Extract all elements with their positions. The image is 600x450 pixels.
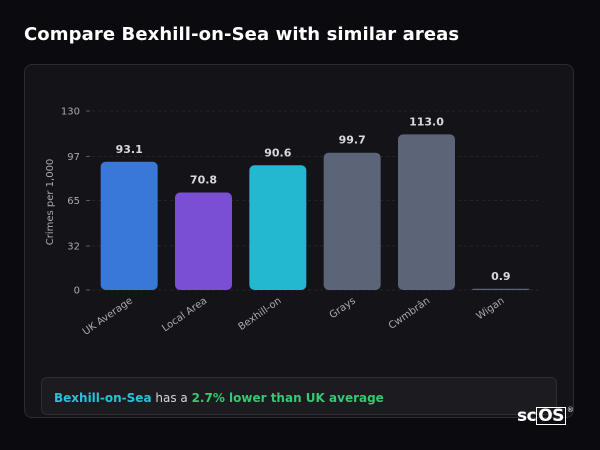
x-tick-label: UK Average [81, 295, 135, 337]
note-difference: 2.7% lower than UK average [191, 391, 384, 405]
y-tick-labels: 0 32 65 97 130 [61, 107, 90, 297]
value-label: 93.1 [116, 143, 143, 156]
bars [100, 134, 530, 290]
value-label: 70.8 [190, 174, 217, 187]
bar-grays[interactable] [323, 152, 381, 290]
brand-logo: sc OS ® [517, 406, 574, 426]
value-labels: 93.1 70.8 90.6 99.7 113.0 0.9 [116, 115, 511, 282]
grid-lines [92, 110, 538, 291]
bar-uk-average[interactable] [100, 161, 158, 290]
value-label: 113.0 [409, 115, 444, 128]
page-title: Compare Bexhill-on-Sea with similar area… [24, 24, 460, 45]
y-tick-label: 65 [67, 196, 80, 207]
note-middle: has a [151, 391, 192, 405]
y-axis-label: Crimes per 1,000 [45, 159, 56, 246]
y-tick-label: 130 [61, 107, 80, 118]
x-tick-label: Cwmbrân [386, 295, 432, 332]
x-tick-labels: UK Average Local Area Bexhill-on Grays Cwmbr… [81, 295, 507, 338]
brand-boxed: OS [536, 406, 566, 426]
brand-prefix: sc [517, 406, 537, 426]
note-place: Bexhill-on-Sea [54, 391, 152, 405]
y-tick-label: 0 [74, 286, 80, 297]
value-label: 0.9 [491, 270, 511, 283]
y-tick-label: 32 [67, 241, 80, 252]
bar-bexhill-on-sea[interactable] [249, 165, 307, 290]
x-tick-label: Grays [328, 295, 358, 321]
value-label: 99.7 [339, 134, 366, 147]
value-label: 90.6 [264, 146, 291, 159]
y-tick-label: 97 [67, 152, 80, 163]
x-tick-label: Wigan [475, 295, 507, 322]
x-tick-label: Bexhill-on [237, 295, 284, 333]
brand-mark: ® [566, 406, 574, 414]
bar-local-area[interactable] [175, 192, 232, 290]
comparison-note: Bexhill-on-Sea has a 2.7% lower than UK … [41, 377, 557, 415]
bar-wigan[interactable] [472, 288, 530, 290]
bar-cwmbr-n[interactable] [398, 134, 455, 290]
x-tick-label: Local Area [160, 295, 209, 334]
